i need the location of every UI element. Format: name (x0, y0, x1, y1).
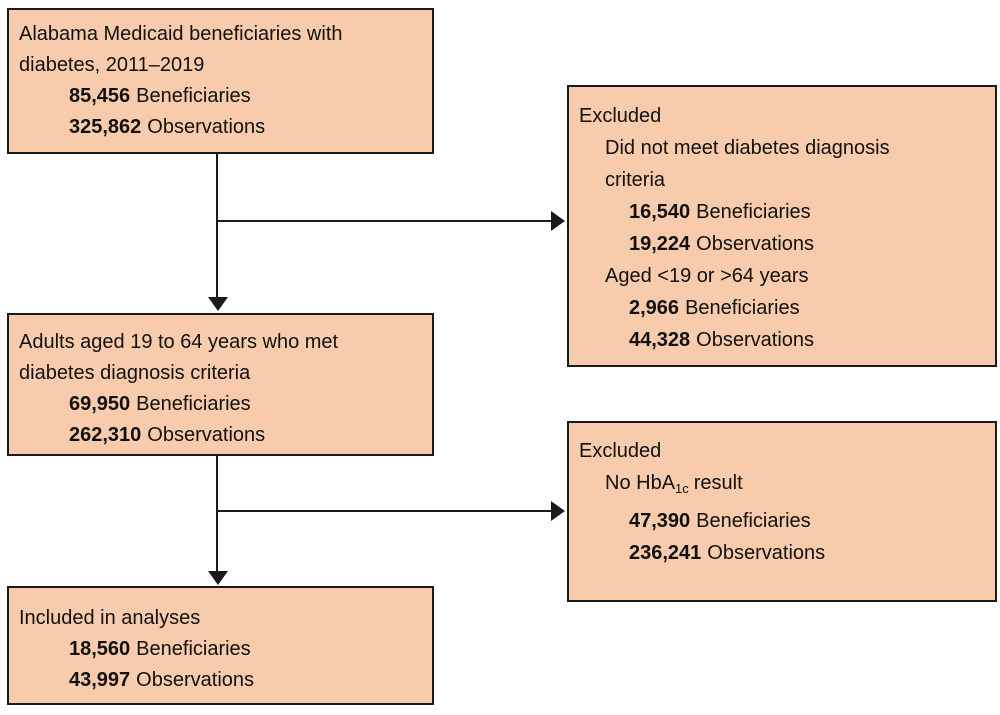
stat-line: 325,862 Observations (19, 112, 422, 143)
arrowhead-down-icon (208, 571, 228, 585)
stat-line: 2,966 Beneficiaries (579, 292, 985, 324)
stat-value: 2,966 (629, 297, 680, 319)
stat-value: 236,241 (629, 542, 702, 564)
stat-label: Observations (136, 669, 255, 691)
stat-line: 19,224 Observations (579, 228, 985, 260)
connector-adults-to-included (216, 456, 218, 573)
stat-line: 85,456 Beneficiaries (19, 81, 422, 112)
stat-label: Observations (696, 233, 815, 255)
stat-line: 43,997 Observations (19, 665, 422, 696)
flow-box-excluded-diagnosis-age: Excluded Did not meet diabetes diagnosis… (567, 85, 997, 367)
flow-box-adults-met-criteria: Adults aged 19 to 64 years who met diabe… (7, 313, 434, 456)
box-title-line: Alabama Medicaid beneficiaries with (19, 23, 343, 45)
stat-label: Observations (707, 542, 826, 564)
stat-label: Observations (696, 329, 815, 351)
flow-box-source-population: Alabama Medicaid beneficiaries with diab… (7, 8, 434, 154)
stat-value: 16,540 (629, 201, 691, 223)
connector-branch-to-excluded-2 (217, 510, 552, 512)
stat-label: Beneficiaries (685, 297, 800, 319)
stat-line: 47,390 Beneficiaries (579, 505, 985, 537)
box-title-line: diabetes, 2011–2019 (19, 54, 205, 76)
exclusion-reason-line: No HbA1c result (579, 467, 985, 505)
stat-value: 262,310 (69, 424, 142, 446)
stat-line: 262,310 Observations (19, 420, 422, 451)
stat-line: 69,950 Beneficiaries (19, 389, 422, 420)
exclusion-reason-line: Did not meet diabetes diagnosis (605, 137, 890, 159)
flow-box-included-analyses: Included in analyses 18,560 Beneficiaries… (7, 586, 434, 705)
stat-label: Beneficiaries (136, 393, 251, 415)
stat-value: 69,950 (69, 393, 131, 415)
box-title-line: diabetes diagnosis criteria (19, 362, 251, 384)
stat-value: 325,862 (69, 116, 142, 138)
stat-line: 236,241 Observations (579, 537, 985, 569)
connector-population-to-adults (216, 154, 218, 299)
stat-label: Observations (147, 116, 266, 138)
arrowhead-down-icon (208, 297, 228, 311)
flow-box-excluded-no-hba1c: Excluded No HbA1c result 47,390 Beneficiar… (567, 421, 997, 602)
reason-text: No HbA (605, 472, 676, 494)
stat-value: 85,456 (69, 85, 131, 107)
stat-value: 18,560 (69, 638, 131, 660)
stat-value: 44,328 (629, 329, 691, 351)
excluded-header: Excluded (579, 105, 662, 127)
stat-line: 16,540 Beneficiaries (579, 196, 985, 228)
box-title-line: Adults aged 19 to 64 years who met (19, 331, 339, 353)
exclusion-reason-line: criteria (605, 169, 666, 191)
arrowhead-right-icon (551, 211, 565, 231)
stat-line: 18,560 Beneficiaries (19, 634, 422, 665)
stat-label: Beneficiaries (696, 510, 811, 532)
excluded-header: Excluded (579, 440, 662, 462)
connector-branch-to-excluded-1 (217, 220, 552, 222)
reason-text: result (693, 472, 743, 494)
stat-label: Beneficiaries (136, 85, 251, 107)
stat-value: 47,390 (629, 510, 691, 532)
stat-value: 43,997 (69, 669, 131, 691)
arrowhead-right-icon (551, 501, 565, 521)
stat-label: Beneficiaries (136, 638, 251, 660)
exclusion-reason-line: Aged <19 or >64 years (605, 265, 809, 287)
stat-label: Beneficiaries (696, 201, 811, 223)
box-title-line: Included in analyses (19, 607, 201, 629)
subscript-text: 1c (675, 481, 689, 496)
stat-line: 44,328 Observations (579, 324, 985, 356)
stat-value: 19,224 (629, 233, 691, 255)
stat-label: Observations (147, 424, 266, 446)
